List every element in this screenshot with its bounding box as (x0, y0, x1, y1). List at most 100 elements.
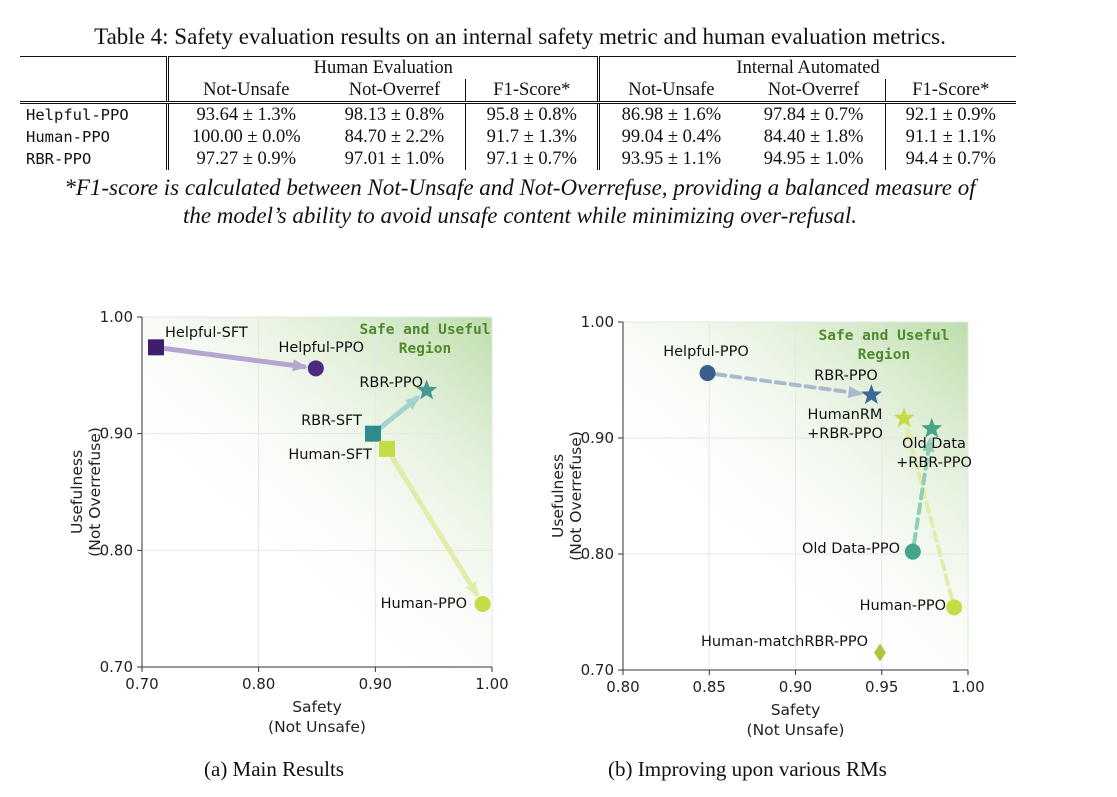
table-cell: 93.64 ± 1.3% (166, 102, 324, 126)
data-point-circle (699, 365, 716, 382)
data-point-square (365, 425, 381, 442)
row-model-name: Human-PPO (26, 128, 110, 146)
y-tick-label: 1.00 (100, 308, 133, 326)
footnote-line: *F1-score is calculated between Not-Unsa… (64, 175, 976, 200)
group-header-automated: Internal Automated (597, 56, 1016, 79)
point-label: Old Data (902, 436, 966, 452)
table-cell: 86.98 ± 1.6% (597, 102, 743, 126)
row-model-name: RBR-PPO (26, 150, 92, 168)
point-label: Human-SFT (288, 447, 372, 463)
data-point-square (379, 440, 395, 457)
data-point-circle (474, 596, 491, 612)
arrow-head (292, 359, 308, 372)
region-label: Region (399, 341, 451, 357)
region-label: Safe and Useful (360, 322, 491, 338)
row-model-name: Helpful-PPO (26, 106, 129, 124)
arrow-line (714, 372, 862, 396)
table-cell: 94.4 ± 0.7% (884, 148, 1016, 170)
caption-improving-rms: (b) Improving upon various RMs (608, 757, 887, 781)
column-header: Not-Overref (742, 79, 886, 104)
data-point-star (416, 379, 438, 400)
x-axis-subtitle: (Not Unsafe) (268, 718, 366, 736)
arrow-head (922, 436, 935, 453)
y-tick-label: 0.90 (581, 429, 614, 447)
point-label: Helpful-SFT (165, 325, 248, 341)
y-axis-subtitle: (Not Overrefuse) (567, 431, 585, 561)
group-header-human: Human Evaluation (166, 56, 599, 79)
group-header-row: Human Evaluation Internal Automated (20, 56, 1016, 79)
x-tick-label: 0.85 (693, 678, 726, 696)
column-header: Not-Unsafe (166, 79, 324, 104)
table-caption: Table 4: Safety evaluation results on an… (94, 24, 946, 49)
y-tick-label: 0.80 (581, 545, 614, 563)
table-cell: 97.01 ± 1.0% (344, 149, 445, 169)
table-footnote: *F1-score is calculated between Not-Unsa… (0, 174, 1040, 230)
x-axis-title: Safety (292, 698, 342, 716)
point-label: RBR-SFT (301, 413, 362, 429)
table-cell: 97.84 ± 0.7% (763, 105, 864, 125)
table-cell: 98.13 ± 0.8% (344, 105, 445, 125)
data-point-star (921, 417, 943, 438)
table-row: Human-PPO 100.00 ± 0.0% 84.70 ± 2.2% 91.… (20, 126, 1016, 148)
x-tick-label: 0.70 (125, 675, 158, 693)
arrow-head (904, 426, 916, 443)
data-point-star (893, 407, 915, 428)
table-cell: 92.1 ± 0.9% (884, 102, 1016, 126)
x-tick-label: 0.90 (779, 678, 812, 696)
table-cell: 99.04 ± 0.4% (597, 126, 743, 148)
point-label: Helpful-PPO (663, 344, 749, 360)
x-tick-label: 1.00 (951, 678, 984, 696)
column-header: Not-Unsafe (597, 79, 743, 104)
point-label: +RBR-PPO (896, 455, 972, 471)
footnote-line: the model’s ability to avoid unsafe cont… (182, 203, 858, 228)
y-tick-label: 1.00 (581, 313, 614, 331)
point-label: Helpful-PPO (278, 340, 364, 356)
arrow-head (465, 581, 479, 598)
table-cell: 97.1 ± 0.7% (465, 148, 599, 170)
point-label: RBR-PPO (359, 375, 423, 391)
x-tick-label: 1.00 (475, 675, 508, 693)
x-tick-label: 0.80 (606, 678, 639, 696)
table-cell: 84.40 ± 1.8% (763, 127, 864, 147)
data-point-square (148, 339, 164, 356)
point-label: Human-PPO (381, 596, 467, 612)
table-cell: 91.1 ± 1.1% (884, 126, 1016, 148)
data-point-circle (946, 599, 963, 616)
arrow-head (847, 386, 864, 398)
x-tick-label: 0.90 (359, 675, 392, 693)
column-header-row: Not-Unsafe Not-Overref F1-Score* Not-Uns… (20, 79, 1016, 104)
column-header: F1-Score* (465, 79, 599, 104)
data-point-circle (307, 360, 324, 377)
arrow-line (162, 346, 307, 370)
table-cell: 97.27 ± 0.9% (166, 148, 324, 170)
results-table: Human Evaluation Internal Automated Not-… (20, 56, 1016, 170)
column-header: F1-Score* (884, 79, 1016, 104)
y-axis-title: Usefulness (549, 454, 567, 538)
point-label: HumanRM (808, 407, 883, 423)
table-row: RBR-PPO 97.27 ± 0.9% 97.01 ± 1.0% 97.1 ±… (20, 148, 1016, 170)
caption-main-results: (a) Main Results (204, 757, 344, 781)
arrow-head (404, 395, 421, 410)
table-cell: 91.7 ± 1.3% (465, 126, 599, 148)
arrow-line (389, 453, 479, 597)
data-point-diamond (874, 643, 887, 662)
column-header: Not-Overref (323, 79, 466, 104)
chart-improving-rms: 0.80 0.85 0.90 0.95 1.000.700.800.901.00Safe… (549, 313, 985, 739)
arrow-line (912, 438, 932, 545)
y-axis-title: Usefulness (68, 450, 86, 534)
table-row: Helpful-PPO 93.64 ± 1.3% 98.13 ± 0.8% 95… (20, 102, 1016, 126)
table-cell: 84.70 ± 2.2% (344, 127, 445, 147)
arrow-line (905, 427, 954, 601)
region-label: Region (858, 347, 910, 363)
x-tick-label: 0.95 (865, 678, 898, 696)
y-tick-label: 0.80 (100, 541, 133, 559)
point-label: Human-PPO (860, 598, 946, 614)
data-point-circle (904, 543, 921, 560)
x-axis-subtitle: (Not Unsafe) (747, 721, 845, 739)
chart-main-results: 0.70 0.80 0.90 1.00 0.70 0.80 0.90 1.00 Safety (N… (68, 308, 509, 736)
point-label: Old Data-PPO (802, 541, 900, 557)
x-tick-label: 0.80 (242, 675, 275, 693)
data-point-star (860, 384, 882, 404)
y-tick-label: 0.90 (100, 425, 133, 443)
table-cell: 93.95 ± 1.1% (597, 148, 743, 170)
